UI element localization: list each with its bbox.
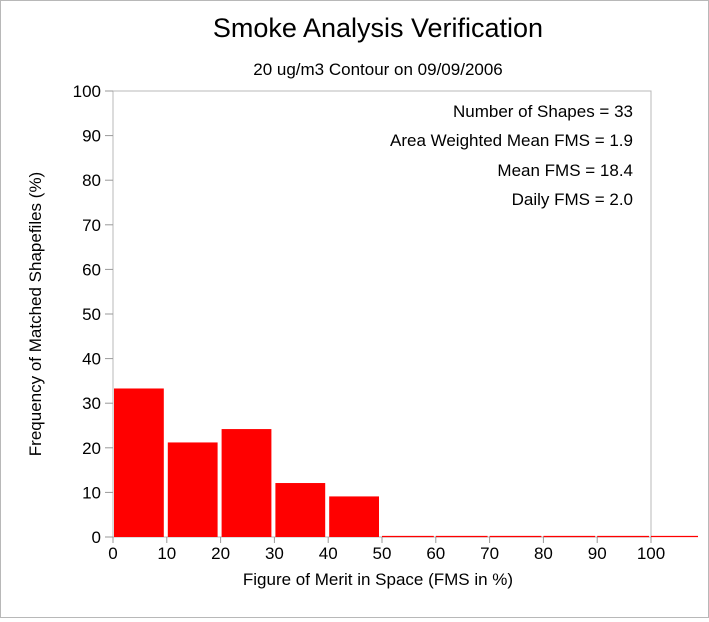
y-axis-label: Frequency of Matched Shapefiles (%) — [26, 172, 45, 456]
y-tick-label: 100 — [73, 82, 101, 101]
chart-title: Smoke Analysis Verification — [213, 13, 543, 43]
histogram-bar — [221, 429, 272, 537]
x-tick-label: 80 — [534, 544, 553, 563]
histogram-bar — [329, 496, 379, 537]
y-tick-label: 20 — [82, 439, 101, 458]
y-tick-label: 40 — [82, 350, 101, 369]
histogram-bar — [167, 442, 218, 537]
y-tick-label: 30 — [82, 394, 101, 413]
x-tick-label: 90 — [588, 544, 607, 563]
x-tick-label: 10 — [157, 544, 176, 563]
y-tick-label: 50 — [82, 305, 101, 324]
stat-annotation: Area Weighted Mean FMS = 1.9 — [390, 131, 633, 150]
plot-area: 0 10 20 30 40 50 60 70 80 90 100 0 10 20 30 40 50 60 70 80 9… — [73, 82, 698, 563]
x-tick-label: 30 — [265, 544, 284, 563]
x-axis-label: Figure of Merit in Space (FMS in %) — [243, 570, 513, 589]
chart-subtitle: 20 ug/m3 Contour on 09/09/2006 — [253, 60, 503, 79]
x-tick-label: 40 — [319, 544, 338, 563]
histogram-bar — [275, 483, 326, 537]
x-tick-label: 60 — [426, 544, 445, 563]
stat-annotation: Daily FMS = 2.0 — [512, 190, 633, 209]
y-tick-label: 0 — [92, 528, 101, 547]
x-tick-label: 70 — [480, 544, 499, 563]
histogram-bar — [114, 388, 164, 537]
x-tick-label: 100 — [637, 544, 665, 563]
x-tick-label: 20 — [211, 544, 230, 563]
y-tick-label: 90 — [82, 127, 101, 146]
x-tick-label: 50 — [373, 544, 392, 563]
y-tick-label: 70 — [82, 216, 101, 235]
y-tick-label: 80 — [82, 171, 101, 190]
stat-annotation: Mean FMS = 18.4 — [497, 161, 633, 180]
y-tick-label: 60 — [82, 260, 101, 279]
y-tick-label: 10 — [82, 483, 101, 502]
x-tick-label: 0 — [108, 544, 117, 563]
stat-annotation: Number of Shapes = 33 — [453, 102, 633, 121]
